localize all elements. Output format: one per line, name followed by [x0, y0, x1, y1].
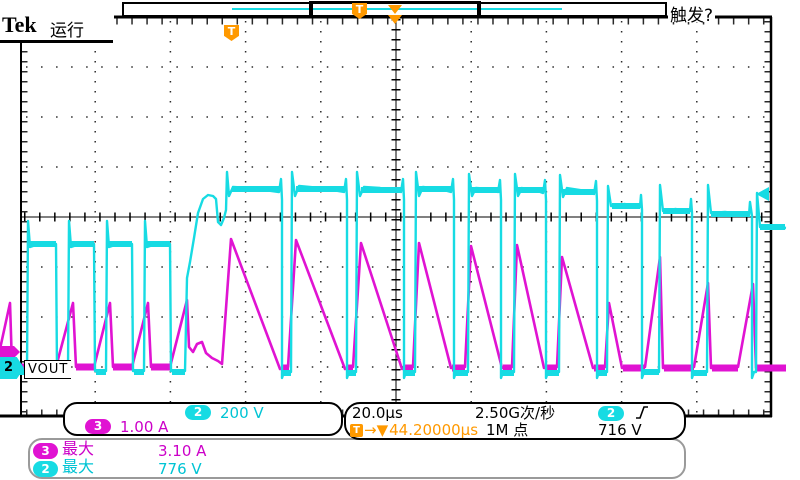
ch2-badge: 2 [185, 405, 211, 420]
ch2-ground-marker: 2 [0, 357, 24, 379]
horizontal-trigger-box [344, 402, 686, 440]
ch2-scale: 200 V [220, 404, 264, 422]
rising-edge-icon [636, 406, 648, 419]
ch3-ground-marker [0, 346, 20, 358]
trigger-t-icon: T [224, 25, 239, 41]
record-length-readout: 1M 点 [486, 421, 529, 439]
measurement-name: 最大 [62, 439, 95, 458]
trigger-level-readout: 716 V [598, 421, 642, 439]
trigger-status-label: 触发? [668, 1, 716, 26]
tek-logo: Tek [2, 12, 37, 37]
trigger-t-icon: T [350, 423, 363, 437]
channel-label: VOUT [24, 360, 72, 379]
trigger-position-triangle-icon [388, 5, 402, 14]
trigger-position-triangle-icon [388, 15, 402, 24]
measurement-ch2-badge: 2 [33, 461, 58, 477]
ch3-scale: 1.00 A [120, 418, 169, 436]
measurement-ch3-badge: 3 [33, 443, 58, 459]
trigger-level-arrow-icon [756, 187, 769, 201]
timebase-readout: 20.0µs [352, 404, 403, 422]
ch3-badge: 3 [85, 419, 111, 434]
trigger-position-readout: T →▼ 44.20000µs [350, 422, 478, 438]
measurement-name: 最大 [62, 457, 95, 476]
measurement-value: 776 V [158, 460, 202, 478]
measurement-box [28, 438, 686, 479]
measurement-value: 3.10 A [158, 442, 207, 460]
trigger-t-icon: T [352, 3, 367, 19]
acquisition-status: 运行 [50, 21, 84, 41]
logo-underline [0, 40, 113, 43]
sample-rate-readout: 2.50G次/秒 [475, 404, 556, 422]
logo-block: Tek 运行 [0, 0, 114, 43]
trigger-source-badge: 2 [598, 406, 624, 421]
trigger-position-value: 44.20000µs [389, 421, 479, 439]
trigger-position-prefix: →▼ [364, 421, 389, 439]
trace-ch2-vout [0, 170, 787, 380]
